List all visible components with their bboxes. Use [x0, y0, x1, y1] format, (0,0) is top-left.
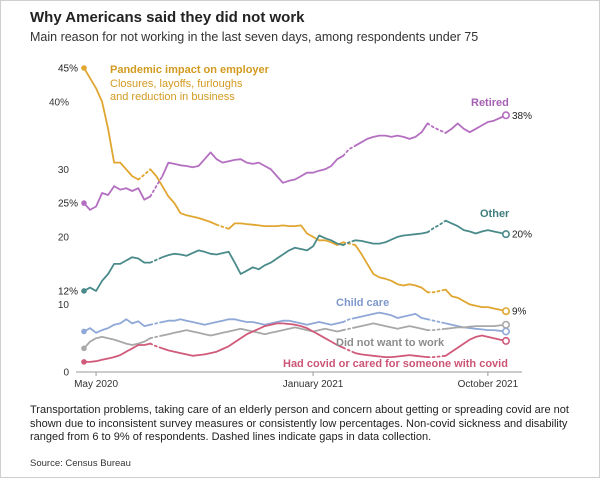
start-label-0: 45% — [58, 64, 78, 75]
series-line-1 — [149, 175, 164, 198]
start-point-4 — [81, 345, 87, 352]
series-line-0 — [137, 168, 152, 181]
series-lines — [83, 67, 507, 363]
end-label-1: 38% — [512, 111, 532, 122]
start-point-0 — [81, 65, 87, 71]
series-line-3 — [83, 318, 152, 334]
x-tick-label: May 2020 — [74, 379, 118, 390]
series-line-4 — [149, 334, 164, 340]
series-line-1 — [426, 122, 447, 134]
series-line-0 — [83, 67, 140, 181]
series-line-2 — [161, 234, 345, 275]
series-line-0 — [149, 168, 218, 226]
series-line-5 — [444, 334, 507, 357]
series-line-2 — [444, 219, 507, 236]
start-point-5 — [81, 359, 87, 365]
series-line-1 — [83, 185, 152, 211]
series-line-4 — [354, 322, 429, 332]
label-child-care: Child care — [336, 297, 389, 309]
series-line-2 — [354, 231, 429, 245]
series-line-5 — [342, 346, 357, 355]
series-line-3 — [354, 311, 429, 321]
end-point-3 — [501, 327, 510, 336]
series-line-1 — [354, 122, 429, 147]
label-pandemic-sub-2: and reduction in business — [110, 91, 235, 103]
footnote: Transportation problems, taking care of … — [30, 404, 569, 444]
series-line-4 — [83, 335, 152, 350]
y-tick-label: 20 — [58, 232, 70, 243]
start-label-1: 25% — [58, 199, 78, 210]
series-line-4 — [444, 323, 507, 330]
series-line-0 — [215, 223, 230, 230]
series-line-1 — [342, 144, 357, 157]
y-tick-label: 40% — [49, 97, 69, 108]
series-markers: 45% 9% 25% 38% 12% 20% — [58, 64, 532, 365]
end-label-0: 9% — [512, 307, 527, 318]
series-line-3 — [342, 317, 357, 323]
series-line-5 — [161, 322, 345, 357]
label-did-not-want: Did not want to work — [336, 337, 445, 349]
start-label-2: 12% — [58, 286, 78, 297]
label-pandemic-sub: Closures, layoffs, furloughs — [110, 78, 243, 90]
start-point-2 — [81, 288, 87, 294]
series-labels: Pandemic impact on employer Closures, la… — [110, 64, 510, 370]
source-note: Source: Census Bureau — [30, 458, 131, 469]
series-line-2 — [342, 239, 357, 246]
series-line-3 — [444, 322, 507, 333]
y-tick-label: 30 — [58, 165, 70, 176]
x-ticks: May 2020 January 2021 October 2021 — [74, 372, 519, 390]
series-line-2 — [83, 256, 152, 292]
start-point-1 — [81, 200, 87, 206]
series-line-0 — [426, 288, 447, 294]
line-chart: 0 10 20 30 40% May 2020 January 2021 October 2… — [49, 64, 532, 391]
series-line-0 — [444, 288, 507, 313]
label-other: Other — [480, 208, 510, 220]
series-line-1 — [444, 114, 507, 134]
series-line-2 — [149, 256, 164, 264]
series-line-5 — [354, 352, 429, 359]
series-line-5 — [426, 354, 447, 359]
series-line-0 — [227, 222, 345, 246]
label-pandemic: Pandemic impact on employer — [110, 64, 270, 76]
series-line-4 — [342, 326, 357, 332]
label-retired: Retired — [471, 97, 509, 109]
series-line-5 — [83, 342, 152, 363]
end-point-4 — [501, 320, 510, 329]
series-line-2 — [426, 219, 447, 234]
x-tick-label: January 2021 — [283, 379, 344, 390]
x-tick-label: October 2021 — [458, 379, 519, 390]
series-line-3 — [149, 321, 164, 326]
series-line-0 — [354, 244, 429, 294]
series-line-5 — [149, 342, 164, 350]
chart-subtitle: Main reason for not working in the last … — [30, 30, 479, 44]
y-ticks: 0 10 20 30 40% — [49, 97, 69, 378]
series-line-1 — [161, 151, 345, 184]
end-point-5 — [501, 336, 510, 345]
start-point-3 — [81, 328, 87, 335]
end-point-2 — [501, 230, 510, 239]
end-label-2: 20% — [512, 230, 532, 241]
chart-title: Why Americans said they did not work — [30, 9, 305, 26]
series-line-0 — [342, 241, 357, 246]
series-line-4 — [426, 327, 447, 332]
series-line-3 — [161, 318, 345, 326]
series-line-3 — [426, 318, 447, 325]
end-point-1 — [501, 111, 510, 120]
y-tick-label: 10 — [58, 300, 70, 311]
y-tick-label: 0 — [63, 368, 69, 379]
end-point-0 — [501, 307, 510, 316]
label-covid: Had covid or cared for someone with covi… — [283, 358, 508, 370]
